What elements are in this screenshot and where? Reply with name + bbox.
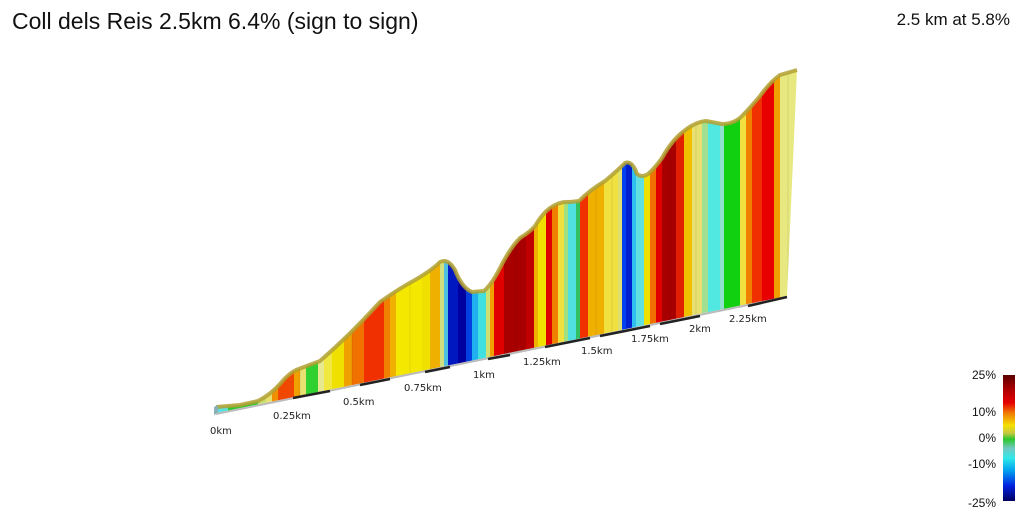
x-tick-8: 2km [689,324,711,335]
axis-dark-segments [292,295,788,400]
gradient-color-scale [1003,375,1015,501]
x-tick-7: 1.75km [631,334,669,345]
page-title: Coll dels Reis 2.5km 6.4% (sign to sign) [12,8,419,34]
x-tick-9: 2.25km [729,314,767,325]
x-tick-5: 1.25km [523,357,561,368]
legend-label-minus10: -10% [967,457,996,471]
profile-top-rim [215,68,798,409]
profile-left-cap [214,405,218,415]
legend-label-0: 0% [978,431,996,445]
x-tick-4: 1km [473,370,495,381]
x-tick-1: 0.25km [273,411,311,422]
x-tick-6: 1.5km [581,346,612,357]
legend-label-10: 10% [971,405,996,419]
legend-label-minus25: -25% [967,496,996,510]
x-tick-2: 0.5km [343,397,374,408]
x-tick-3: 0.75km [404,383,442,394]
legend-label-25: 25% [971,368,996,382]
climb-summary: 2.5 km at 5.8% [896,10,1010,29]
x-tick-0: 0km [210,426,232,437]
